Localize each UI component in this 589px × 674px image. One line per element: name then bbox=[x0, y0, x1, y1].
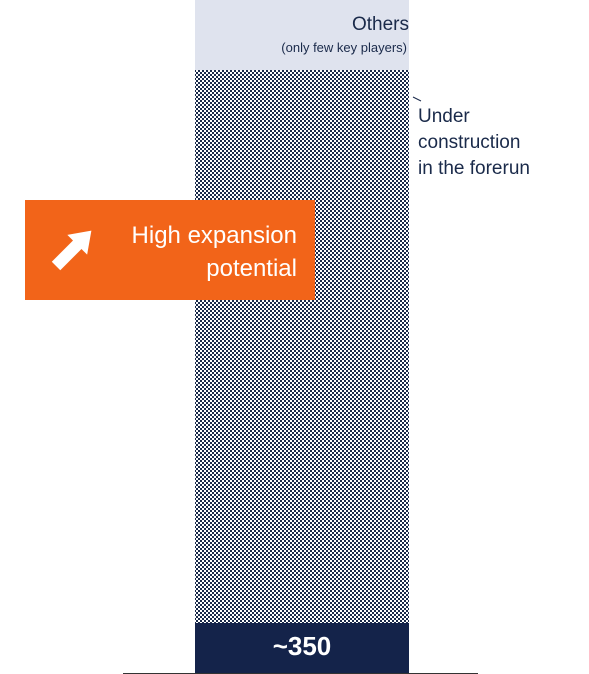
arrow-up-right-icon bbox=[51, 230, 92, 271]
total-box bbox=[195, 623, 409, 674]
callout-box: High expansion potential bbox=[25, 200, 315, 300]
header-box bbox=[195, 0, 409, 70]
annotation-leader-line bbox=[412, 96, 422, 102]
header-subtitle: (only few key players) bbox=[281, 40, 407, 55]
segment-annotation: Under construction in the forerun bbox=[418, 106, 530, 179]
callout-text: High expansion potential bbox=[131, 222, 297, 282]
total-label: ~350 bbox=[272, 631, 332, 661]
bar-segment-under-construction bbox=[195, 70, 409, 623]
header-title: Others bbox=[351, 14, 409, 35]
